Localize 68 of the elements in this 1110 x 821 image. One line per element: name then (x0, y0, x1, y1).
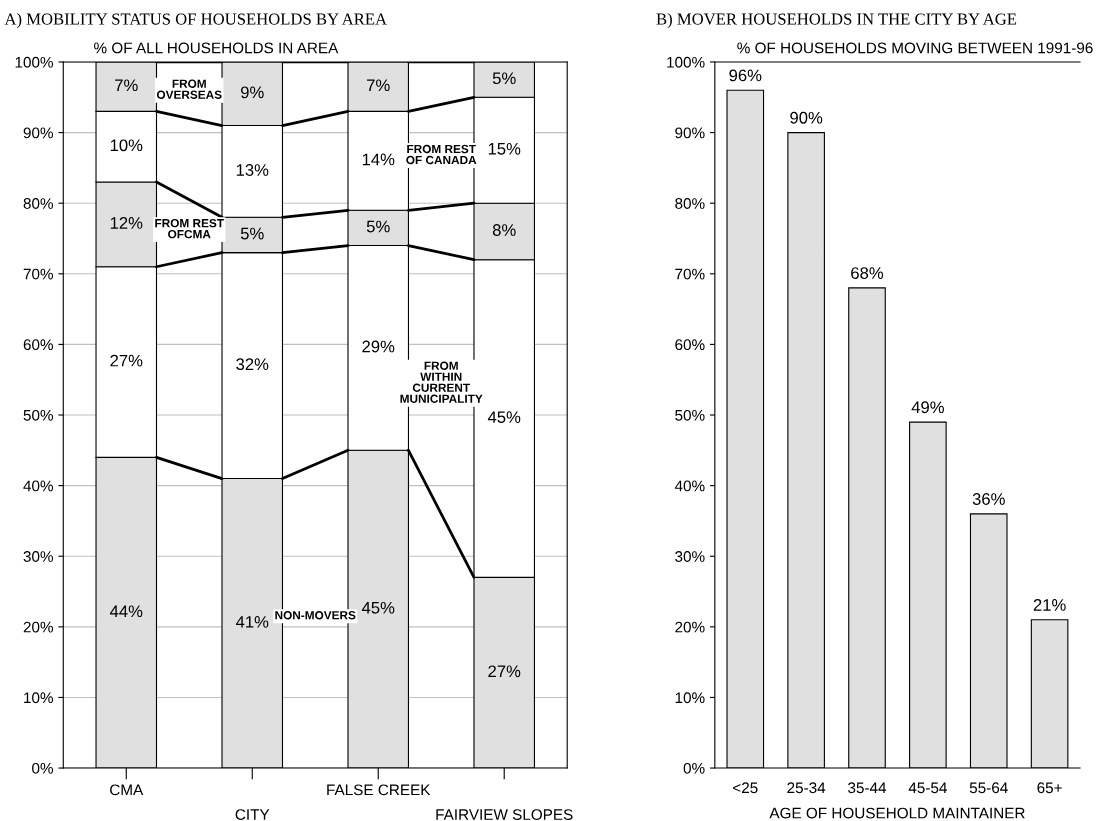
y-tick-label: 50% (675, 409, 705, 421)
y-tick-label: 100% (667, 56, 705, 68)
x-tick-label: CITY (235, 809, 270, 820)
y-tick-label: 0% (683, 762, 705, 774)
x-tick-label: 25-34 (787, 782, 826, 794)
y-tick-label: 80% (23, 198, 54, 209)
data-label: 27% (488, 665, 521, 678)
data-label: 96% (729, 69, 762, 82)
y-tick-label: 10% (24, 692, 54, 704)
data-label: 13% (236, 164, 269, 176)
data-label: 21% (1033, 599, 1066, 611)
y-tick-label: 70% (675, 268, 705, 280)
y-tick-label: 70% (23, 268, 54, 280)
y-tick-label: 30% (675, 551, 705, 562)
data-label: 5% (240, 227, 264, 240)
data-label: 45% (487, 411, 521, 424)
x-tick-label: CMA (110, 784, 144, 796)
data-label: 7% (115, 79, 138, 92)
y-tick-label: 100% (15, 56, 54, 68)
data-label: 90% (790, 111, 823, 124)
y-tick-label: 90% (675, 127, 705, 139)
y-tick-label: 90% (23, 127, 54, 139)
data-label: 44% (109, 605, 143, 618)
y-tick-label: 10% (675, 692, 705, 704)
x-tick-label: FALSE CREEK (327, 784, 431, 796)
data-label: 10% (110, 139, 143, 152)
data-label: 14% (362, 153, 395, 166)
data-label: 27% (110, 354, 143, 367)
y-tick-label: 20% (23, 621, 54, 633)
y-tick-label: 50% (23, 409, 54, 421)
data-label: 5% (366, 220, 390, 233)
chart-title: A) MOBILITY STATUS OF HOUSEHOLDS BY AREA (4, 12, 387, 29)
y-tick-label: 0% (32, 762, 53, 774)
data-label: 41% (235, 616, 269, 628)
y-axis-title: % OF HOUSEHOLDS MOVING BETWEEN 1991-96 (737, 42, 1093, 54)
series-label: FROM WITHIN CURRENT MUNICIPALITY (400, 361, 483, 403)
data-label: 68% (851, 267, 884, 279)
series-label: FROM REST OF CANADA (406, 144, 477, 165)
data-label: 32% (236, 358, 269, 371)
x-tick-label: <25 (733, 782, 758, 794)
y-tick-label: 60% (675, 339, 705, 351)
data-label: 36% (972, 493, 1005, 505)
data-label: 49% (911, 401, 944, 414)
series-label: FROM OVERSEAS (156, 79, 222, 99)
y-tick-label: 40% (23, 480, 54, 492)
y-axis-title: % OF ALL HOUSEHOLDS IN AREA (94, 42, 339, 54)
series-label: FROM REST OFCMA (155, 218, 224, 239)
data-label: 5% (492, 72, 516, 85)
y-tick-label: 40% (674, 480, 705, 492)
data-label: 29% (362, 340, 395, 353)
data-label: 7% (367, 79, 390, 92)
data-label: 45% (361, 601, 395, 614)
series-label: NON-MOVERS (275, 611, 356, 620)
x-tick-label: 45-54 (908, 782, 947, 794)
x-tick-label: 65+ (1037, 782, 1062, 794)
data-label: 9% (240, 86, 264, 99)
x-tick-label: 55-64 (969, 782, 1008, 794)
data-label: 12% (110, 217, 143, 229)
x-tick-label: FAIRVIEW SLOPES (436, 809, 573, 820)
chart-title: B) MOVER HOUSEHOLDS IN THE CITY BY AGE (656, 12, 1017, 29)
data-label: 15% (488, 142, 521, 155)
x-axis-title: AGE OF HOUSEHOLD MAINTAINER (769, 807, 1025, 819)
y-tick-label: 60% (23, 339, 54, 351)
y-tick-label: 80% (675, 198, 705, 209)
data-label: 8% (492, 224, 516, 236)
y-tick-label: 30% (23, 551, 54, 562)
y-tick-label: 20% (675, 621, 705, 633)
x-tick-label: 35-44 (848, 782, 887, 794)
